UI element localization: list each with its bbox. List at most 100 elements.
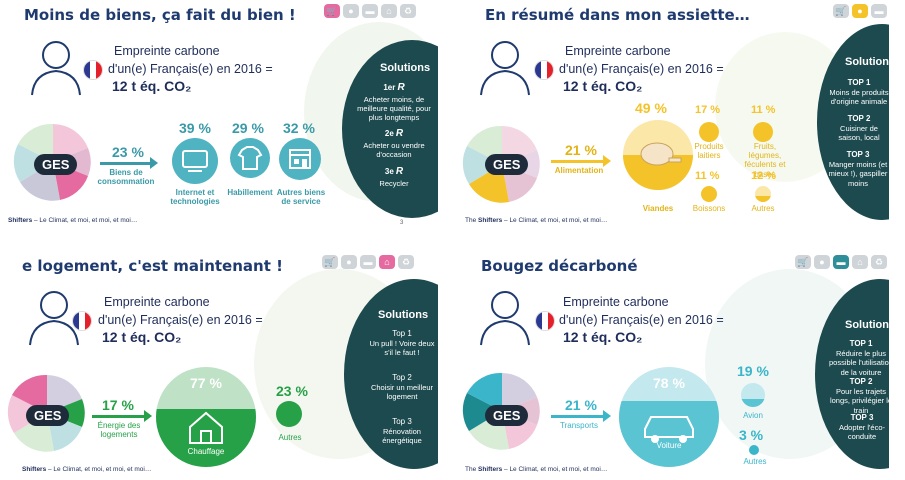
recycle-r-icon: R <box>395 128 404 139</box>
footprint-subject: d'un(e) Français(e) en 2016 = <box>559 313 724 327</box>
solution-text: Moins de produits d'origine animale <box>829 88 889 107</box>
house-icon[interactable]: ⌂ <box>852 255 868 269</box>
main-label: Voiture <box>656 441 682 450</box>
footer-text: – Le Climat, et moi, et moi, et moi… <box>502 217 608 224</box>
item-percentage-other: 32 % <box>283 120 315 136</box>
footer-brand: Shifters <box>22 466 47 473</box>
solution-2: Top 2 Choisir un meilleur logement <box>368 373 436 402</box>
solution-rank: Top 2 <box>392 373 412 382</box>
slide-housing: e logement, c'est maintenant ! 🛒 ● ▬ ⌂ ♻… <box>4 249 438 477</box>
solutions-title: Solutions <box>845 56 889 68</box>
footer-prefix: The <box>465 217 479 224</box>
footprint-label: Empreinte carbone <box>565 44 671 58</box>
solution-2: TOP 2 Cuisiner de saison, local <box>829 114 889 143</box>
item-percentage-drinks: 11 % <box>695 170 720 182</box>
solutions-title: Solutions <box>845 319 889 331</box>
footer-prefix: The <box>465 466 479 473</box>
solution-rank: Top 3 <box>392 417 412 426</box>
item-label-other: Autres <box>743 457 767 466</box>
main-label: Chauffage <box>187 447 225 456</box>
slide-food: En résumé dans mon assiette… 🛒 ● ▬ Empre… <box>455 2 889 230</box>
slide-title: Bougez décarboné <box>481 257 638 275</box>
main-percentage: 78 % <box>653 375 685 391</box>
solution-3: TOP 3 Adopter l'éco-conduite <box>829 413 889 442</box>
car-icon[interactable]: ▬ <box>833 255 849 269</box>
recycle-icon[interactable]: ♻ <box>398 255 414 269</box>
main-percentage: 49 % <box>635 100 667 116</box>
solution-rank: 3e <box>384 167 394 176</box>
shirt-icon <box>237 146 263 170</box>
item-label-other: Autres <box>751 204 775 213</box>
item-percentage-dairy: 17 % <box>695 104 721 116</box>
item-percentage-other: 12 % <box>751 170 777 182</box>
arrow <box>100 157 158 169</box>
solution-text: Rénovation énergétique <box>382 427 422 446</box>
solution-rank: TOP 1 <box>849 339 873 348</box>
car-icon[interactable]: ▬ <box>871 4 887 18</box>
solution-2: TOP 2 Pour les trajets longs, privilégie… <box>825 377 889 415</box>
solution-text: Adopter l'éco-conduite <box>838 423 886 442</box>
solution-3: 3e R Recycler <box>354 166 434 188</box>
footer-text: – Le Climat, et moi, et moi, et moi… <box>502 466 608 473</box>
footer-brand: Shifters <box>8 217 33 224</box>
recycle-icon[interactable]: ♻ <box>871 255 887 269</box>
item-circle-internet <box>172 138 218 184</box>
item-percentage-fruits: 11 % <box>751 104 776 116</box>
category-nav: 🛒 ● ▬ ⌂ ♻ <box>322 255 414 269</box>
recycle-r-icon: R <box>397 82 405 93</box>
main-circle-car <box>619 367 719 467</box>
slide-title: En résumé dans mon assiette… <box>485 6 750 24</box>
footprint-subject: d'un(e) Français(e) en 2016 = <box>108 62 273 76</box>
solution-3: Top 3 Rénovation énergétique <box>368 417 436 446</box>
house-icon[interactable]: ⌂ <box>381 4 397 18</box>
item-percentage-internet: 39 % <box>179 120 211 136</box>
item-percentage-other: 3 % <box>739 427 764 443</box>
house-heating-icon <box>189 411 223 444</box>
ges-badge: GES <box>485 154 529 175</box>
france-flag-icon <box>534 60 554 80</box>
arrow <box>92 410 152 422</box>
item-circle-other <box>279 138 321 180</box>
item-label-internet: Internet et technologies <box>170 188 220 207</box>
solution-2: 2e R Acheter ou vendre d'occasion <box>354 128 434 159</box>
food-icon[interactable]: ● <box>341 255 357 269</box>
solution-text: Acheter moins, de meilleure qualité, pou… <box>357 94 431 123</box>
other-circle <box>755 186 771 202</box>
cart-icon[interactable]: 🛒 <box>324 4 340 18</box>
category-label: Biens de consommation <box>97 168 155 187</box>
cart-icon[interactable]: 🛒 <box>322 255 338 269</box>
car-icon[interactable]: ▬ <box>360 255 376 269</box>
category-label: Alimentation <box>554 166 604 175</box>
cart-icon[interactable]: 🛒 <box>795 255 811 269</box>
ges-badge: GES <box>26 405 70 426</box>
solution-1: TOP 1 Réduire le plus possible l'utilisa… <box>825 339 889 377</box>
slide-transport: Bougez décarboné 🛒 ● ▬ ⌂ ♻ Empreinte car… <box>455 249 889 477</box>
ham-icon <box>640 142 682 166</box>
solution-text: Recycler <box>379 178 409 188</box>
main-fill <box>619 401 719 467</box>
house-icon[interactable]: ⌂ <box>379 255 395 269</box>
ges-badge: GES <box>485 405 529 426</box>
food-icon[interactable]: ● <box>852 4 868 18</box>
solution-rank: TOP 2 <box>849 377 873 386</box>
solution-1: Top 1 Un pull ! Voire deux s'il le faut … <box>368 329 436 358</box>
car-icon <box>644 416 694 443</box>
category-label: Transports <box>560 421 598 430</box>
solution-text: Manger moins (et mieux !), gaspiller moi… <box>828 160 888 188</box>
category-percentage: 17 % <box>102 397 134 413</box>
category-label: Énergie des logements <box>97 421 141 440</box>
item-label-clothing: Habillement <box>227 188 273 197</box>
france-flag-icon <box>72 311 92 331</box>
solution-text: Pour les trajets longs, privilégier le t… <box>829 387 889 415</box>
france-flag-icon <box>83 60 103 80</box>
car-icon[interactable]: ▬ <box>362 4 378 18</box>
food-icon[interactable]: ● <box>343 4 359 18</box>
cart-icon[interactable]: 🛒 <box>833 4 849 18</box>
recycle-icon[interactable]: ♻ <box>400 4 416 18</box>
food-icon[interactable]: ● <box>814 255 830 269</box>
other-circle <box>749 445 759 455</box>
solution-rank: TOP 3 <box>850 413 874 422</box>
cheese-icon <box>699 122 719 142</box>
main-label: Viandes <box>642 204 674 213</box>
solution-text: Cuisiner de saison, local <box>838 124 880 143</box>
